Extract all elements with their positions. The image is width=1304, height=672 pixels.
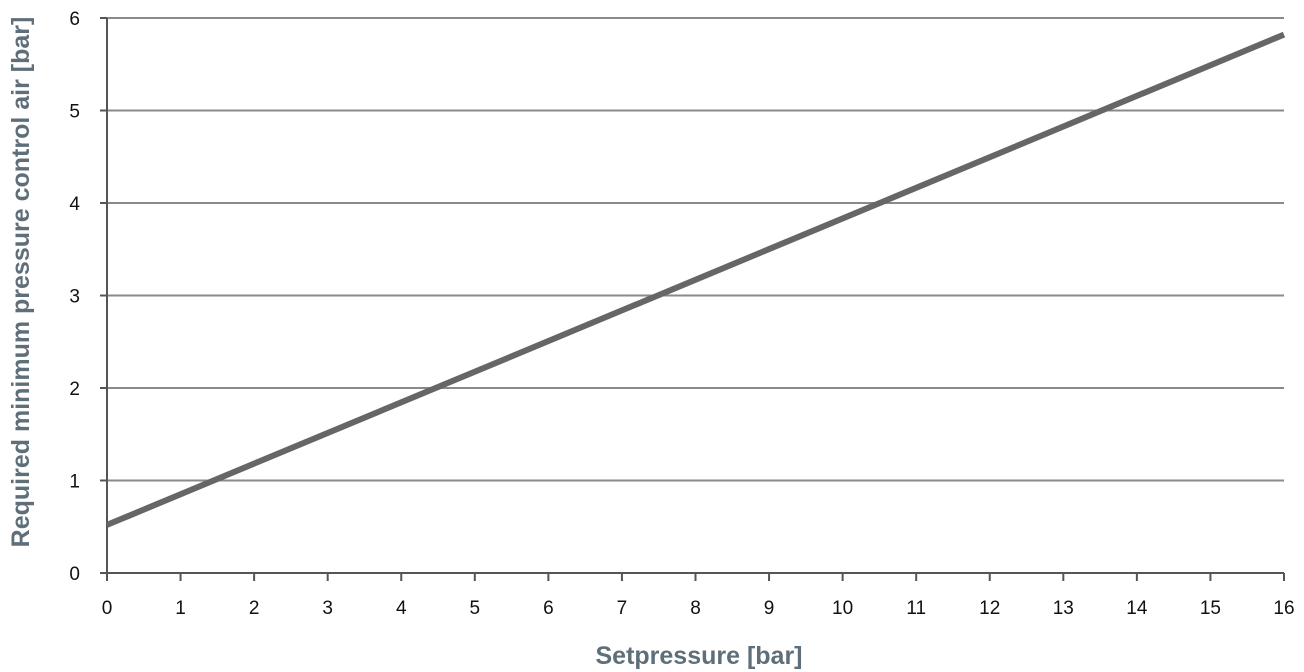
x-tick-label-12: 12 xyxy=(979,598,1000,619)
x-tick-label-0: 0 xyxy=(102,598,113,619)
x-tick-label-1: 1 xyxy=(175,598,186,619)
series-group xyxy=(105,31,1286,528)
x-tick-label-10: 10 xyxy=(832,598,853,619)
y-tick-label-2: 2 xyxy=(69,379,80,400)
y-tick-labels: 0 1 2 3 4 5 6 xyxy=(69,9,80,585)
x-tick-label-13: 13 xyxy=(1053,598,1074,619)
x-tick-label-9: 9 xyxy=(764,598,775,619)
x-tick-label-15: 15 xyxy=(1200,598,1221,619)
x-tick-label-5: 5 xyxy=(470,598,481,619)
x-tick-label-4: 4 xyxy=(396,598,407,619)
x-tick-label-14: 14 xyxy=(1126,598,1148,619)
x-tick-label-2: 2 xyxy=(249,598,260,619)
y-tick-label-5: 5 xyxy=(69,102,80,123)
series-line-0 xyxy=(105,31,1286,528)
x-tick-label-8: 8 xyxy=(690,598,701,619)
x-tick-label-6: 6 xyxy=(543,598,554,619)
y-tick-label-0: 0 xyxy=(69,564,80,585)
x-tick-label-11: 11 xyxy=(906,598,926,619)
x-tick-labels: 0 1 2 3 4 5 6 7 8 9 10 11 12 13 14 15 16 xyxy=(102,598,1295,619)
y-tick-label-3: 3 xyxy=(69,287,80,308)
y-tick-label-4: 4 xyxy=(69,194,80,215)
x-tick-label-3: 3 xyxy=(322,598,333,619)
y-tick-label-1: 1 xyxy=(69,472,80,493)
grid-lines xyxy=(107,17,1284,482)
x-tick-label-16: 16 xyxy=(1273,598,1294,619)
x-axis-title: Setpressure [bar] xyxy=(595,642,802,670)
y-tick-label-6: 6 xyxy=(69,9,80,30)
y-axis-title: Required minimum pressure control air [b… xyxy=(7,17,35,548)
axes xyxy=(100,17,1285,581)
x-tick-label-7: 7 xyxy=(617,598,628,619)
